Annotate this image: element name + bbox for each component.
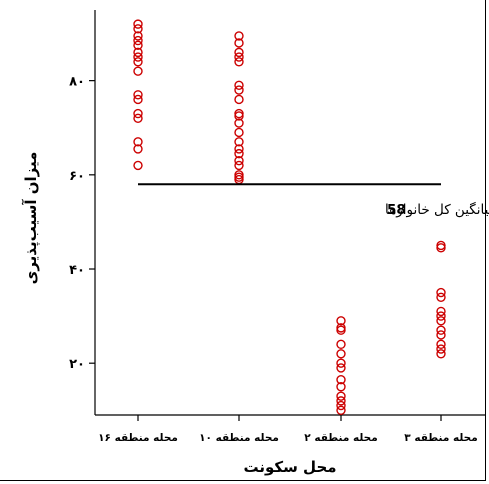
- data-point: [436, 339, 446, 350]
- mean-annotation-value: 58: [387, 202, 406, 218]
- data-point: [234, 127, 244, 138]
- data-point: [436, 306, 446, 317]
- y-tick-label: ۶۰: [69, 169, 85, 184]
- data-point: [336, 349, 346, 359]
- data-point: [234, 118, 244, 128]
- data-point: [436, 344, 446, 354]
- y-tick-label: ۸۰: [69, 75, 85, 90]
- data-point: [234, 85, 244, 95]
- y-ticks: ۲۰ ۴۰ ۶۰ ۸۰: [69, 75, 95, 372]
- data-point: [133, 47, 143, 58]
- data-point: [234, 38, 244, 48]
- data-point: [436, 325, 446, 335]
- x-tick-label: محله منطقه ۳: [404, 432, 477, 444]
- data-point: [133, 40, 143, 51]
- data-point: [234, 160, 244, 171]
- data-point: [234, 52, 244, 62]
- data-point: [133, 90, 143, 100]
- axes: [94, 10, 486, 416]
- data-point: [234, 148, 244, 159]
- data-point: [336, 339, 346, 350]
- data-point: [436, 316, 446, 326]
- data-point: [336, 325, 346, 335]
- data-point: [336, 382, 346, 392]
- data-point: [336, 396, 346, 406]
- data-point: [436, 292, 446, 302]
- data-point: [336, 358, 346, 368]
- data-point: [234, 111, 244, 121]
- data-point: [133, 35, 143, 46]
- data-point: [133, 24, 143, 34]
- data-points: [133, 19, 446, 415]
- y-axis-title: میزان آسیب‌پذیری: [22, 152, 41, 285]
- data-point: [436, 349, 446, 359]
- data-point: [133, 108, 143, 119]
- data-point: [234, 144, 244, 154]
- x-tick-label: محله منطقه ۱۶: [98, 432, 178, 444]
- data-point: [436, 243, 446, 253]
- data-point: [234, 155, 244, 166]
- y-tick-label: ۴۰: [69, 263, 85, 278]
- data-point: [133, 52, 143, 62]
- data-point: [436, 311, 446, 321]
- x-ticks: محله منطقه ۱۶ محله منطقه ۱۰ محله منطقه ۲ مح…: [98, 415, 478, 444]
- data-point: [234, 94, 244, 105]
- data-point: [133, 160, 143, 171]
- data-point: [336, 400, 346, 411]
- data-point: [133, 19, 143, 29]
- data-point: [133, 94, 143, 105]
- x-tick-label: محله منطقه ۱۰: [199, 432, 279, 444]
- data-point: [336, 391, 346, 401]
- data-point: [133, 57, 143, 67]
- data-point: [133, 66, 143, 76]
- x-axis-title: محل سکونت: [243, 458, 336, 476]
- x-tick-label: محله منطقه ۲: [304, 432, 377, 444]
- data-point: [234, 47, 244, 58]
- y-tick-label: ۲۰: [69, 357, 85, 372]
- data-point: [436, 330, 446, 340]
- data-point: [133, 137, 143, 147]
- data-point: [336, 316, 346, 326]
- data-point: [133, 113, 143, 124]
- mean-annotation-text: = میانگین کل خانوارها: [385, 201, 489, 218]
- data-point: [234, 57, 244, 67]
- data-point: [234, 31, 244, 41]
- data-point: [336, 405, 346, 415]
- data-point: [336, 363, 346, 373]
- data-point: [133, 144, 143, 154]
- data-point: [234, 137, 244, 147]
- data-point: [234, 80, 244, 91]
- data-point: [336, 374, 346, 385]
- mean-annotation: = میانگین کل خانوارها 58: [385, 201, 489, 218]
- data-point: [133, 31, 143, 41]
- data-point: [436, 287, 446, 298]
